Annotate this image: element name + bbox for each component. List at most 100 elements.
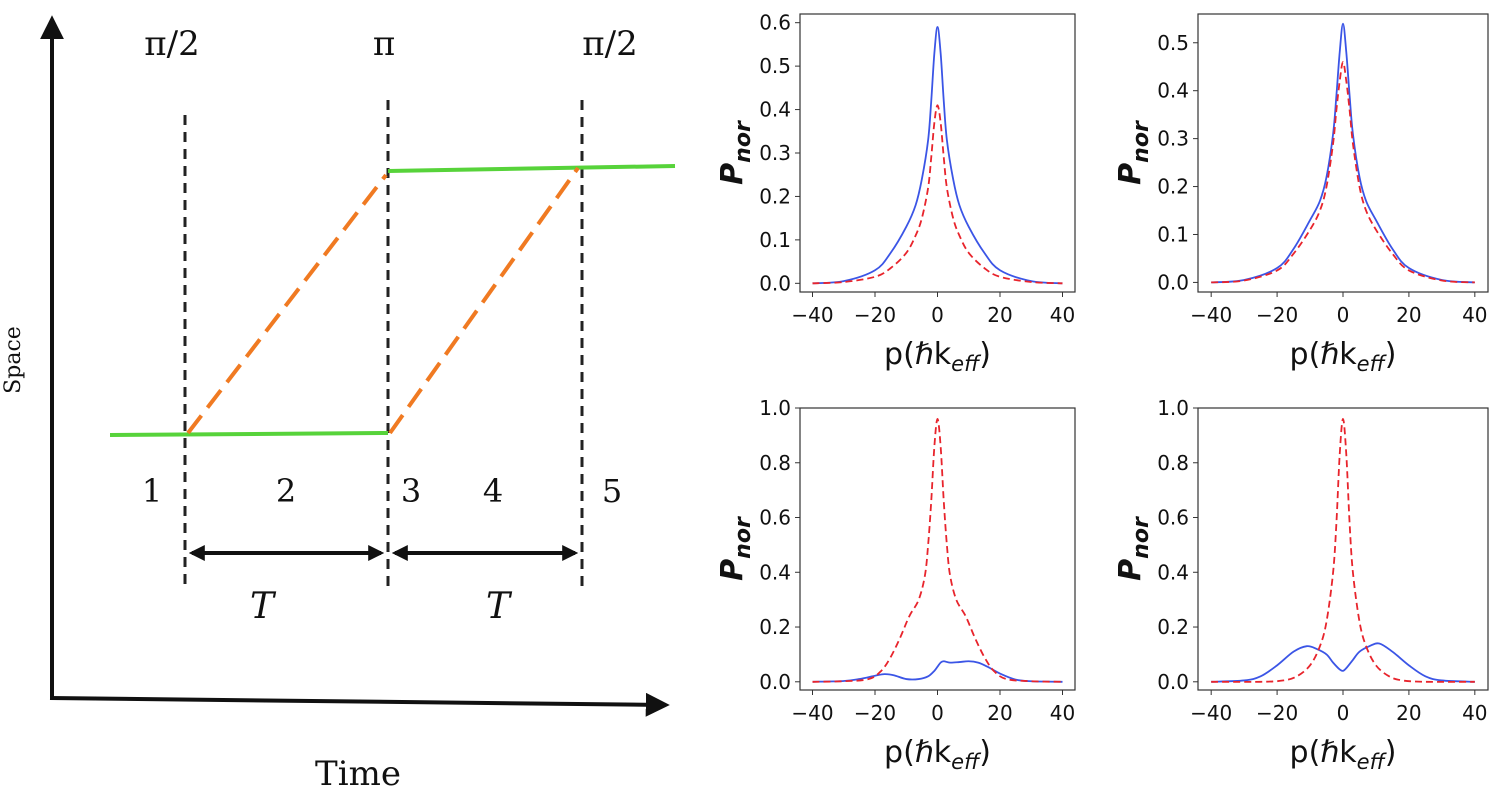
pulse-label-1: π/2	[144, 24, 199, 64]
x-tick-label: −20	[854, 303, 896, 327]
region-label-4: 4	[483, 472, 503, 510]
y-tick-label: 0.6	[759, 506, 791, 530]
dashed-red-curve	[1211, 418, 1475, 683]
y-axis-label: Pnor	[1113, 120, 1154, 185]
plot-frame	[799, 13, 1076, 293]
momentum-plots: −40 −20 0 20 400.00.10.20.30.40.50.6p(ℏkeff)…	[715, 11, 1489, 774]
y-axis-label: Pnor	[715, 120, 756, 185]
x-axis-label-sub: eff	[1357, 352, 1388, 376]
y-tick-label: 0.6	[1157, 506, 1189, 530]
region-label-1: 1	[142, 472, 162, 510]
region-label-3: 3	[401, 472, 421, 510]
x-tick-label: 40	[1462, 303, 1487, 327]
x-axis-label-sub: eff	[1357, 750, 1388, 774]
y-tick-label: 0.4	[1157, 79, 1189, 103]
x-tick-label: −40	[1190, 701, 1232, 725]
y-axis-label-sub: nor	[731, 120, 756, 163]
orange-path-lower	[388, 166, 580, 435]
pulse-label-2: π	[373, 24, 395, 64]
y-axis-label-main: P	[715, 559, 750, 581]
y-tick-label: 0.4	[759, 98, 791, 122]
y-tick-label: 0.4	[1157, 560, 1189, 584]
x-tick-label: 40	[1462, 701, 1487, 725]
y-axis-label-main: P	[715, 163, 750, 185]
x-axis-label-main: p(ℏk	[1290, 735, 1358, 770]
plot-bottom-right: −40 −20 0 20 40 0.0 0.2 0.4 0.6 0.8 1.0 p(ℏkeff) Pno…	[1113, 396, 1489, 774]
x-axis-label-sub: eff	[951, 750, 982, 774]
pulse-label-3: π/2	[582, 24, 637, 64]
x-axis-label: p(ℏkeff)	[1290, 735, 1397, 774]
x-axis-label: p(ℏkeff)	[1290, 337, 1397, 376]
orange-path-upper	[186, 173, 388, 435]
space-axis-label: Space	[1, 326, 26, 394]
x-axis-label-close: )	[979, 735, 991, 770]
dashed-red-curve	[1211, 61, 1475, 284]
y-axis-label-main: P	[1113, 163, 1148, 185]
x-tick-label: −40	[791, 701, 833, 725]
y-tick-label: 0.2	[759, 615, 791, 639]
region-label-2: 2	[276, 472, 296, 510]
x-axis-label-main: p(ℏk	[884, 337, 952, 372]
x-axis-label-main: p(ℏk	[884, 735, 952, 770]
region-label-5: 5	[602, 472, 622, 510]
y-axis-label-sub: nor	[731, 516, 756, 559]
plot-frame	[1197, 407, 1489, 691]
y-tick-label: 0.3	[759, 141, 791, 165]
y-tick-label: 0.6	[759, 11, 791, 35]
dashed-red-curve	[812, 418, 1063, 683]
dashed-red-curve	[812, 104, 1063, 285]
x-tick-label: 40	[1050, 701, 1075, 725]
y-axis-label-sub: nor	[1129, 516, 1154, 559]
interval-label-2: T	[486, 586, 513, 627]
y-tick-label: 0.1	[759, 228, 791, 252]
plot-frame	[799, 407, 1076, 691]
x-tick-label: 0	[931, 303, 944, 327]
y-tick-label: 0.8	[1157, 451, 1189, 475]
x-axis-label-main: p(ℏk	[1290, 337, 1358, 372]
green-path-lower	[109, 431, 389, 437]
green-path-upper	[387, 164, 676, 173]
time-axis-label: Time	[315, 754, 401, 792]
x-tick-label: 0	[1337, 303, 1350, 327]
x-tick-label: 20	[1396, 303, 1421, 327]
y-tick-label: 0.0	[759, 271, 791, 295]
x-axis-label-close: )	[1385, 337, 1397, 372]
plot-frame	[1197, 13, 1489, 293]
plot-bottom-left: −40 −20 0 20 40 0.0 0.2 0.4 0.6 0.8 1.0 p(ℏkeff) Pno…	[715, 396, 1076, 774]
x-tick-label: 20	[1396, 701, 1421, 725]
y-axis-label: Pnor	[1113, 516, 1154, 581]
interferometer-diagram: Space Time π/2 π π/2 1 2 3 4 5 T T	[1, 15, 676, 792]
y-tick-label: 0.4	[759, 560, 791, 584]
plot-top-right: −40 −20 0 20 40 0.0 0.1 0.2 0.3 0.4 0.5 p(ℏkeff) Pno…	[1113, 13, 1489, 376]
x-axis-label: p(ℏkeff)	[884, 735, 991, 774]
x-tick-label: 20	[987, 303, 1012, 327]
x-tick-label: 40	[1050, 303, 1075, 327]
x-tick-label: 0	[1337, 701, 1350, 725]
solid-blue-curve	[812, 26, 1063, 285]
x-axis-label: p(ℏkeff)	[884, 337, 991, 376]
y-tick-label: 0.8	[759, 451, 791, 475]
solid-blue-curve	[1211, 642, 1475, 683]
x-axis-label-close: )	[1385, 735, 1397, 770]
x-tick-label: −40	[1190, 303, 1232, 327]
time-axis	[49, 692, 670, 717]
y-tick-label: 0.5	[1157, 31, 1189, 55]
y-axis-label: Pnor	[715, 516, 756, 581]
y-tick-label: 1.0	[1157, 396, 1189, 420]
y-tick-label: 0.2	[759, 184, 791, 208]
y-tick-label: 0.1	[1157, 222, 1189, 246]
y-axis-label-main: P	[1113, 559, 1148, 581]
x-tick-label: −40	[791, 303, 833, 327]
y-tick-label: 0.5	[759, 54, 791, 78]
y-axis-label-sub: nor	[1129, 120, 1154, 163]
x-axis-label-sub: eff	[951, 352, 982, 376]
x-tick-label: 20	[987, 701, 1012, 725]
solid-blue-curve	[812, 660, 1063, 683]
y-tick-label: 0.0	[1157, 270, 1189, 294]
y-tick-label: 0.2	[1157, 615, 1189, 639]
solid-blue-curve	[1211, 22, 1475, 284]
y-tick-label: 0.0	[759, 670, 791, 694]
interval-label-1: T	[250, 586, 277, 627]
plot-top-left: −40 −20 0 20 40 0.0 0.1 0.2 0.3 0.4 0.5 0.6 p(ℏkeff)…	[715, 11, 1076, 376]
